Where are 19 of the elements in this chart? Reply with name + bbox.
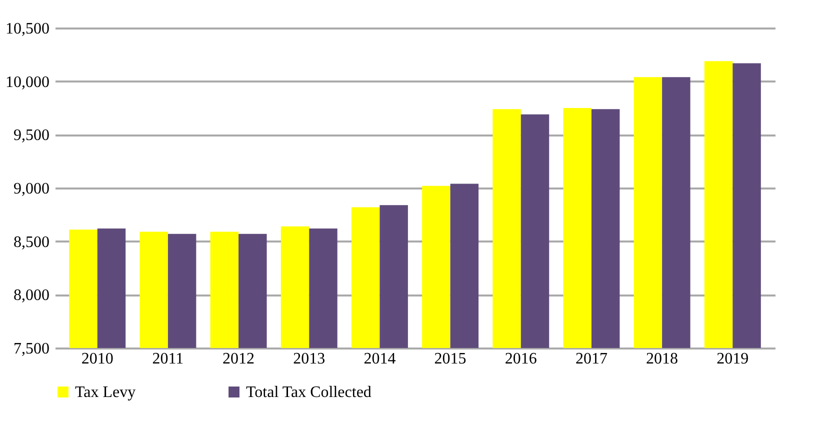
x-tick-label: 2012: [222, 350, 255, 368]
y-tick-label: 9,000: [14, 180, 50, 198]
x-tick-label: 2018: [646, 350, 678, 368]
x-tick-label: 2015: [434, 350, 466, 368]
legend-label: Tax Levy: [75, 384, 136, 401]
y-tick-label: 10,000: [6, 74, 50, 91]
x-tick-label: 2010: [81, 350, 114, 368]
x-tick-label: 2019: [716, 350, 749, 368]
x-tick-label: 2011: [152, 350, 184, 368]
y-tick-label: 9,500: [14, 127, 50, 144]
x-tick-label: 2016: [504, 350, 537, 368]
x-tick-label: 2014: [364, 350, 396, 368]
y-tick-label: 8,500: [14, 234, 50, 251]
y-tick-label: 8,000: [14, 287, 50, 304]
x-tick-label: 2017: [575, 350, 608, 368]
legend-label: Total Tax Collected: [246, 384, 372, 401]
y-tick-label: 10,500: [6, 20, 50, 38]
x-tick-label: 2013: [293, 350, 326, 368]
y-tick-label: 7,500: [14, 340, 50, 358]
